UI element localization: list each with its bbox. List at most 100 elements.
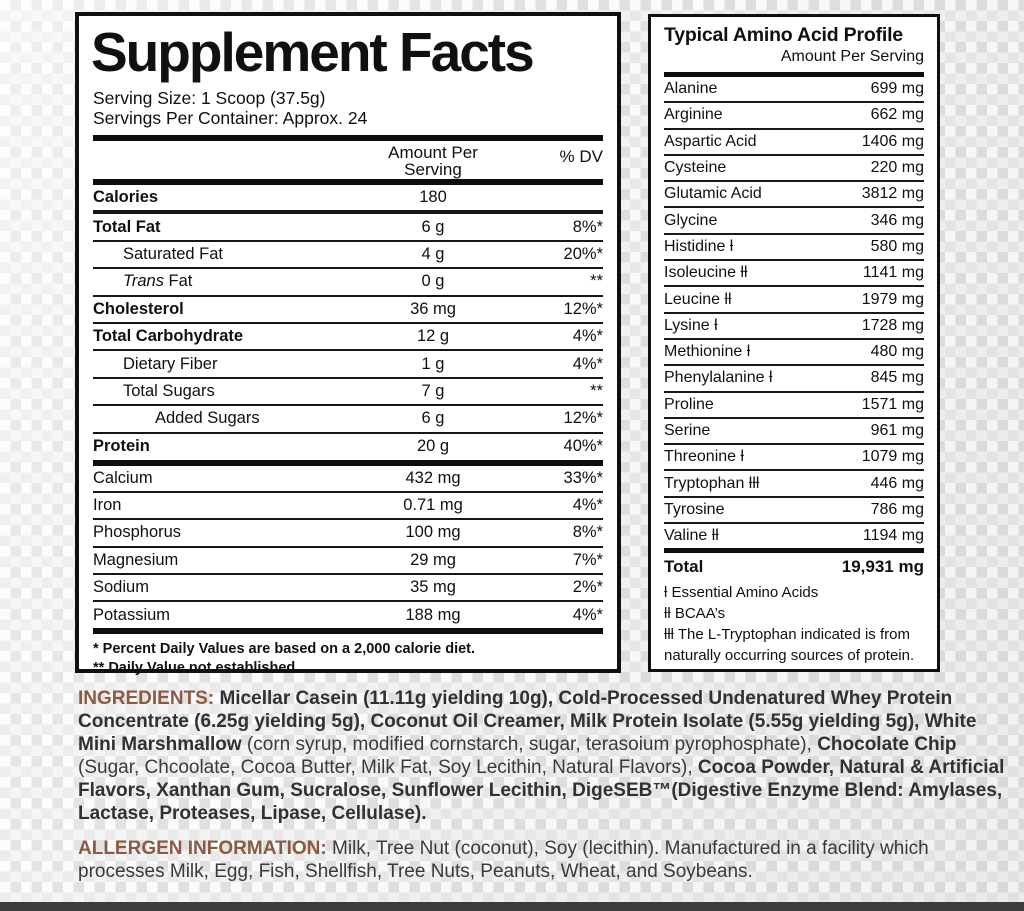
nutrient-name: Calcium <box>93 468 153 487</box>
amino-amount: 786 mg <box>870 500 924 518</box>
amino-amount: 1728 mg <box>861 316 924 334</box>
nutrient-name: Total Sugars <box>123 381 215 400</box>
nutrient-amount: 1 g <box>421 354 445 373</box>
ingredients-label: INGREDIENTS: <box>78 688 220 709</box>
nutrition-row-potassium: Potassium 188 mg 4%* <box>93 602 603 628</box>
divider-thick <box>93 179 603 185</box>
nutrition-row-iron: Iron 0.71 mg 4%* <box>93 493 603 521</box>
amount-per-serving-header: Amount Per Serving <box>388 143 478 179</box>
amino-amount: 446 mg <box>870 474 924 492</box>
nutrient-name: Phosphorus <box>93 523 182 542</box>
serving-size: Serving Size: 1 Scoop (37.5g) <box>93 88 326 108</box>
nutrition-row-cholesterol: Cholesterol 36 mg 12%* <box>93 297 603 324</box>
footnote-essential: ƚ Essential Amino Acids <box>664 584 819 602</box>
amino-name: Glutamic Acid <box>664 185 762 203</box>
nutrition-row-sodium: Sodium 35 mg 2%* <box>93 575 603 603</box>
amino-amount: 1141 mg <box>862 264 924 282</box>
amino-amount: 220 mg <box>870 159 924 177</box>
amino-name: Leucine ƚƚ <box>664 290 732 308</box>
amino-row-valine: Valine ƚƚ 1194 mg <box>664 524 924 548</box>
amino-name: Methionine ƚ <box>664 343 751 361</box>
amino-row-leucine: Leucine ƚƚ 1979 mg <box>664 287 924 314</box>
nutrient-amount: 35 mg <box>410 578 456 597</box>
nutrient-amount: 0.71 mg <box>403 496 463 515</box>
amino-row-alanine: Alanine 699 mg <box>664 77 924 104</box>
supplement-facts-panel: Supplement Facts Serving Size: 1 Scoop (… <box>75 12 621 676</box>
divider-thick <box>664 72 924 77</box>
amino-name: Proline <box>664 395 714 413</box>
percent-dv-header: % DV <box>559 147 603 166</box>
amino-name: Glycine <box>664 211 718 229</box>
amino-name: Tyrosine <box>664 500 725 518</box>
amino-total-row: Total 19,931 mg <box>664 553 924 581</box>
amino-amount: 1571 mg <box>861 395 924 413</box>
amino-row-tryptophan: Tryptophan ƚƚƚ 446 mg <box>664 471 924 498</box>
footnote-tryptophan: ƚƚƚ The L-Tryptophan indicated is from n… <box>664 626 915 665</box>
divider-thick <box>93 135 603 141</box>
nutrient-amount: 6 g <box>421 409 445 428</box>
amino-row-aspartic-acid: Aspartic Acid 1406 mg <box>664 130 924 156</box>
nutrient-name: Dietary Fiber <box>123 354 218 373</box>
nutrient-dv: 40%* <box>563 437 603 456</box>
nutrient-dv: 4%* <box>572 327 603 346</box>
amino-row-threonine: Threonine ƚ 1079 mg <box>664 445 924 472</box>
nutrient-dv: 4%* <box>572 354 603 373</box>
amino-name: Alanine <box>664 80 718 98</box>
nutrient-amount: 0 g <box>421 272 445 291</box>
amino-name: Cysteine <box>664 159 727 177</box>
allergen-label: ALLERGEN INFORMATION: <box>78 838 333 859</box>
nutrient-amount: 6 g <box>421 217 445 236</box>
amino-name: Threonine ƚ <box>664 448 745 466</box>
amino-name: Phenylalanine ƚ <box>664 369 773 387</box>
amino-panel-title: Typical Amino Acid Profile <box>664 24 903 46</box>
nutrient-name: Calories <box>93 188 159 207</box>
divider-thick <box>664 548 924 554</box>
nutrition-row-calcium: Calcium 432 mg 33%* <box>93 466 603 493</box>
facts-column-headers: Amount Per Serving % DV <box>93 141 603 179</box>
nutrient-name: Total Carbohydrate <box>93 327 244 346</box>
amino-name: Histidine ƚ <box>664 237 734 255</box>
amino-amount: 480 mg <box>870 343 924 361</box>
nutrient-name: Total Fat <box>93 217 161 236</box>
nutrient-name: Sodium <box>93 578 149 597</box>
amino-name: Serine <box>664 422 711 439</box>
allergen-paragraph: ALLERGEN INFORMATION: Milk, Tree Nut (co… <box>78 838 929 882</box>
amino-total-amount: 19,931 mg <box>841 557 924 577</box>
ingredients-paragraph: INGREDIENTS: Micellar Casein (11.11g yie… <box>78 688 1005 824</box>
nutrient-name: Trans Fat <box>123 272 193 291</box>
nutrient-name: Cholesterol <box>93 299 184 318</box>
nutrient-amount: 100 mg <box>405 523 461 542</box>
nutrient-amount: 12 g <box>416 327 450 346</box>
nutrient-amount: 180 <box>419 188 447 207</box>
amino-amount: 346 mg <box>870 211 924 229</box>
amino-amount: 845 mg <box>870 369 924 387</box>
footnote-bcaa: ƚƚ BCAA’s <box>664 605 726 623</box>
nutrient-amount: 29 mg <box>410 550 456 569</box>
amino-amount: 699 mg <box>870 80 924 98</box>
nutrition-row-dietary-fiber: Dietary Fiber 1 g 4%* <box>93 351 603 379</box>
nutrition-row-total-fat: Total Fat 6 g 8%* <box>93 214 603 242</box>
nutrient-dv: 4%* <box>572 496 603 515</box>
amino-amount: 1979 mg <box>861 290 924 308</box>
nutrient-dv: 7%* <box>572 550 603 569</box>
amino-row-isoleucine: Isoleucine ƚƚ 1141 mg <box>664 261 924 288</box>
nutrient-dv: 2%* <box>572 578 603 597</box>
nutrient-dv: 33%* <box>563 468 603 487</box>
nutrient-amount: 20 g <box>416 437 450 456</box>
amino-amount: 1406 mg <box>861 132 924 150</box>
amino-row-serine: Serine 961 mg <box>664 419 924 446</box>
amino-total-label: Total <box>664 557 704 577</box>
nutrient-name: Potassium <box>93 605 171 624</box>
amino-amount: 961 mg <box>870 422 924 439</box>
footnote-dv: * Percent Daily Values are based on a 2,… <box>93 641 476 658</box>
amino-amount: 662 mg <box>870 106 924 124</box>
nutrient-name: Saturated Fat <box>123 244 223 263</box>
amino-row-tyrosine: Tyrosine 786 mg <box>664 498 924 525</box>
nutrient-dv: 12%* <box>563 299 603 318</box>
amino-row-glycine: Glycine 346 mg <box>664 208 924 235</box>
divider-thick <box>93 628 603 635</box>
nutrient-dv: 20%* <box>563 244 603 263</box>
nutrition-row-phosphorus: Phosphorus 100 mg 8%* <box>93 520 603 548</box>
nutrition-row-calories: Calories 180 <box>93 185 603 215</box>
